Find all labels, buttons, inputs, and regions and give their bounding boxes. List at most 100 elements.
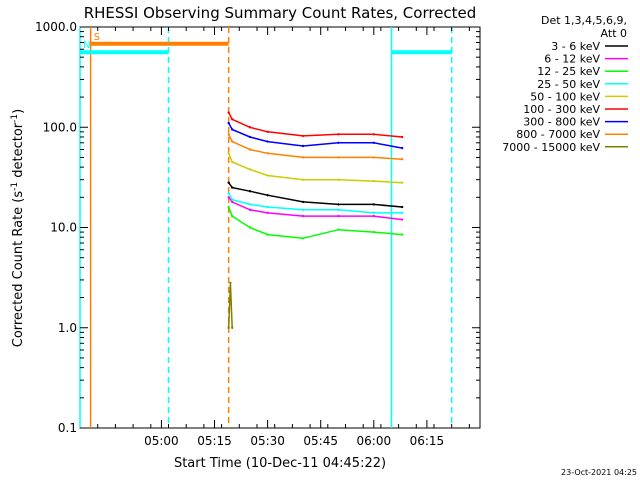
series-point <box>266 130 269 134</box>
x-tick-label: 05:15 <box>197 434 232 448</box>
series-line <box>228 192 403 214</box>
series-point <box>248 148 252 151</box>
series-point <box>337 178 340 181</box>
series-point <box>337 208 340 212</box>
series-point <box>231 186 234 189</box>
legend-item-label: 300 - 800 keV <box>523 116 600 129</box>
series-point <box>248 190 252 193</box>
y-axis-ticks: 0.1 1.0 10.0 100.0 1000.0 <box>35 20 480 435</box>
series-point <box>372 211 376 215</box>
series-line <box>228 153 403 184</box>
series-point <box>337 133 340 136</box>
legend-item-label: 800 - 7000 keV <box>516 128 600 141</box>
y-axis-label: Corrected Count Rate (s-1 detector-1) <box>10 109 26 347</box>
y-tick-label: 100.0 <box>43 120 77 134</box>
series-point <box>400 158 404 161</box>
series-point <box>400 211 404 215</box>
series-group <box>227 111 404 329</box>
legend-item-label: 100 - 300 keV <box>523 103 600 116</box>
series-point <box>231 198 234 201</box>
y-axis-label-sup2: -1 <box>10 114 20 123</box>
y-tick-label: 10.0 <box>50 221 77 235</box>
series-point <box>248 208 252 212</box>
series-point <box>301 237 305 240</box>
legend-item-label: 12 - 25 keV <box>537 65 600 78</box>
series-point <box>231 326 234 329</box>
y-tick-label: 1000.0 <box>35 20 77 34</box>
series-point <box>227 152 230 155</box>
x-tick-label: 05:45 <box>303 434 338 448</box>
plot-frame <box>79 26 481 429</box>
series-point <box>227 326 230 329</box>
series-point <box>301 156 305 159</box>
series-point <box>301 134 305 138</box>
legend-item-label: 3 - 6 keV <box>551 40 600 53</box>
series-point <box>266 140 269 143</box>
series-point <box>301 208 305 212</box>
x-tick-label: 05:30 <box>250 434 285 448</box>
series-point <box>231 128 234 131</box>
series-point <box>372 230 376 234</box>
legend-item-label: 25 - 50 keV <box>537 78 600 91</box>
series-point <box>227 181 230 184</box>
series-point <box>266 211 269 215</box>
series-point <box>372 214 376 218</box>
series-point <box>231 160 234 164</box>
x-tick-label: 06:00 <box>357 434 392 448</box>
series-point <box>248 203 252 206</box>
series-point <box>231 118 234 121</box>
series-point <box>231 200 234 204</box>
series-line <box>228 112 403 138</box>
series-point <box>400 146 404 150</box>
time-markers <box>79 27 453 428</box>
series-point <box>301 200 305 204</box>
series-point <box>372 141 376 144</box>
series-point <box>372 203 376 206</box>
x-axis-label: Start Time (10-Dec-11 04:45:22) <box>174 456 386 471</box>
x-axis-ticks: 05:00 05:15 05:30 05:45 06:00 06:15 <box>97 27 470 448</box>
series-point <box>301 214 305 218</box>
y-axis-label-main: Corrected Count Rate (s <box>11 191 26 348</box>
series-point <box>266 193 269 197</box>
series-point <box>400 218 404 221</box>
series-point <box>229 281 232 285</box>
legend-item-label: 6 - 12 keV <box>544 53 600 66</box>
flag-label: N <box>83 40 90 51</box>
series-point <box>227 191 230 195</box>
y-axis-label-sup1: -1 <box>10 182 20 191</box>
y-tick-label: 1.0 <box>58 321 77 335</box>
series-point <box>248 226 252 229</box>
series-point <box>400 181 404 184</box>
y-axis-label-mid: detector <box>11 122 26 182</box>
series-point <box>248 126 252 129</box>
series-point <box>301 144 305 148</box>
flag-bars: SN <box>80 32 452 55</box>
legend-title-line1: Det 1,3,4,5,6,9, <box>541 14 627 27</box>
series-point <box>337 203 340 206</box>
series-point <box>337 141 340 144</box>
series-point <box>400 135 404 139</box>
series-point <box>266 205 269 209</box>
series-point <box>301 178 305 181</box>
series-point <box>227 196 230 199</box>
x-tick-label: 06:15 <box>410 434 445 448</box>
series-point <box>372 133 376 136</box>
chart-title: RHESSI Observing Summary Count Rates, Co… <box>84 4 477 22</box>
y-tick-label: 0.1 <box>58 421 77 435</box>
series-point <box>372 179 376 183</box>
series-point <box>266 174 269 177</box>
series-point <box>400 205 404 209</box>
legend-item-label: 7000 - 15000 keV <box>502 141 600 154</box>
y-axis-label-end: ) <box>11 109 26 114</box>
series-line <box>228 182 403 208</box>
series-point <box>372 156 376 159</box>
series-point <box>266 233 269 236</box>
timestamp: 23-Oct-2021 04:25 <box>561 468 637 477</box>
series-point <box>231 214 234 218</box>
series-point <box>227 205 230 209</box>
series-point <box>248 168 252 171</box>
legend-item-label: 50 - 100 keV <box>530 90 600 103</box>
